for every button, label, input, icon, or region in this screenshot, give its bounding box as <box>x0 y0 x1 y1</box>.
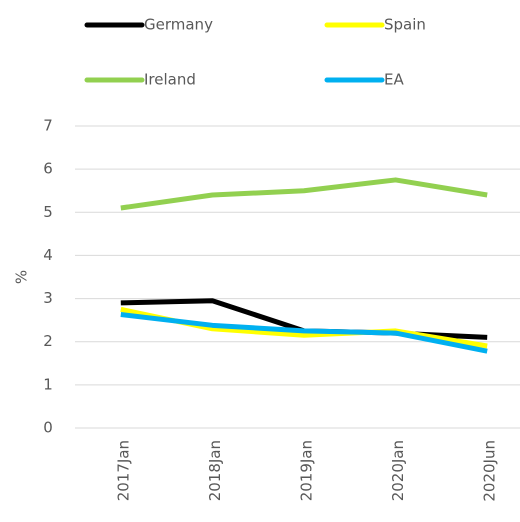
legend-label: EA <box>384 71 404 89</box>
y-tick-label: 5 <box>43 203 53 221</box>
y-tick-label: 3 <box>43 289 53 307</box>
x-tick-label: 2020Jun <box>481 440 499 502</box>
x-tick-label: 2018Jan <box>206 440 224 501</box>
y-tick-label: 6 <box>43 160 53 178</box>
y-tick-label: 1 <box>43 375 53 393</box>
legend-label: Ireland <box>144 71 196 89</box>
x-tick-label: 2019Jan <box>298 440 316 501</box>
y-tick-label: 2 <box>43 332 53 350</box>
x-tick-label: 2020Jan <box>389 440 407 501</box>
y-tick-label: 0 <box>43 419 53 437</box>
line-series <box>120 177 488 211</box>
y-tick-label: 4 <box>43 246 53 264</box>
y-tick-label: 7 <box>43 117 53 135</box>
y-axis-label: % <box>13 270 31 284</box>
x-tick-label: 2017Jan <box>114 440 132 501</box>
legend-label: Germany <box>144 16 213 34</box>
line-series <box>120 312 488 354</box>
legend-label: Spain <box>384 16 426 34</box>
